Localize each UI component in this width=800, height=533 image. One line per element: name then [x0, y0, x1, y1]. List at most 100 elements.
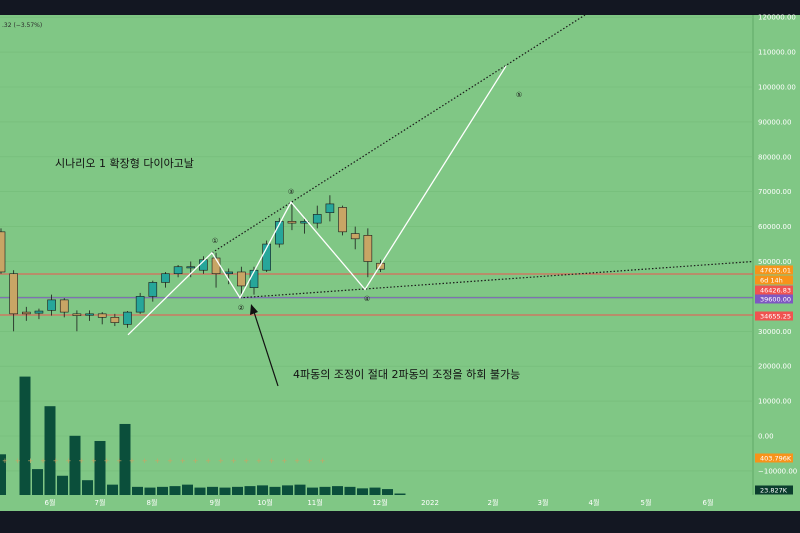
- candle-body: [85, 313, 94, 316]
- y-tick-label: 100000.00: [758, 84, 796, 92]
- plot-area[interactable]: [0, 15, 753, 495]
- time-axis[interactable]: [0, 495, 800, 511]
- trend-lines[interactable]: [211, 14, 754, 299]
- volume-ma-marker: +: [167, 457, 173, 465]
- volume-ma-marker: +: [142, 457, 148, 465]
- candle-body: [287, 221, 297, 224]
- x-tick-label: 9월: [210, 498, 221, 507]
- y-tick-label: 80000.00: [758, 153, 791, 161]
- x-tick-label: 7월: [95, 498, 106, 507]
- candle-body: [135, 296, 145, 313]
- candle-body: [186, 266, 196, 269]
- wave-path[interactable]: [127, 65, 507, 336]
- volume-bar: [144, 487, 156, 495]
- volume-ma-marker: +: [281, 457, 287, 465]
- volume-bar: [107, 484, 118, 495]
- volume-ma-marker: +: [269, 457, 275, 465]
- x-tick-label: 6월: [703, 498, 714, 507]
- volume-ma-marker: +: [205, 457, 211, 465]
- candle-body: [47, 299, 56, 311]
- candle-body: [312, 214, 322, 224]
- upper-trend-line[interactable]: [211, 14, 586, 254]
- annotation-arrowhead: [250, 304, 258, 315]
- volume-bar: [57, 475, 68, 495]
- volume-bar: [257, 485, 268, 495]
- price-label: 23.827K: [760, 487, 788, 495]
- candle-body: [148, 282, 158, 297]
- volume-bar: [332, 486, 343, 495]
- y-tick-label: 10000.00: [758, 398, 791, 406]
- volume-ma-marker: +: [294, 457, 300, 465]
- volume-bar: [307, 487, 318, 495]
- volume-bar: [344, 486, 356, 495]
- candle-body: [224, 271, 233, 275]
- candle-body: [0, 231, 6, 273]
- volume-bar: [182, 484, 193, 495]
- candle-body: [237, 271, 246, 287]
- candle-body: [376, 262, 385, 270]
- volume-bar: [157, 486, 168, 495]
- wave-lines[interactable]: [127, 65, 507, 336]
- candle-body: [350, 233, 360, 240]
- candle-body: [338, 207, 347, 233]
- volume-bar: [357, 488, 368, 495]
- volume-ma-marker: +: [129, 457, 135, 465]
- volume-ma-marker: +: [243, 457, 249, 465]
- volume-bar: [132, 486, 143, 495]
- volume-ma-marker: +: [193, 457, 199, 465]
- candle-body: [262, 243, 271, 271]
- grid: [0, 16, 753, 472]
- volume-bar: [282, 485, 293, 495]
- volume-ma-marker: +: [218, 457, 224, 465]
- price-label-box: [755, 275, 793, 285]
- volume-bar: [269, 486, 281, 495]
- x-tick-label: 8월: [147, 498, 158, 507]
- x-tick-label: 5월: [641, 498, 652, 507]
- wave-label: ⑤: [516, 91, 522, 99]
- price-label: 34655.25: [760, 313, 791, 321]
- volume-ma-marker: +: [320, 457, 326, 465]
- wave-label: ③: [288, 188, 294, 196]
- volume-bar: [169, 486, 181, 495]
- price-label-box: [755, 265, 793, 275]
- y-tick-label: 20000.00: [758, 363, 791, 371]
- volume-bar: [119, 423, 131, 495]
- annotation-note: 4파동의 조정이 절대 2파동의 조정을 하회 불가능: [293, 367, 520, 381]
- y-tick-label: 50000.00: [758, 258, 791, 266]
- x-tick-label: 10월: [257, 498, 272, 507]
- candles: [0, 195, 385, 332]
- price-label: 47635.01: [760, 267, 791, 275]
- candle-body: [363, 235, 373, 262]
- volume-bar: [232, 486, 243, 495]
- volume-bar: [207, 486, 218, 495]
- price-label: 46426.83: [760, 287, 791, 295]
- volume-bar: [82, 480, 93, 495]
- y-tick-label: 30000.00: [758, 328, 791, 336]
- change-text: .32 (−3.57%): [2, 22, 42, 29]
- volume-ma-marker: +: [2, 457, 8, 465]
- y-tick-label: 90000.00: [758, 118, 791, 126]
- volume-ma-marker: +: [66, 457, 72, 465]
- x-tick-label: 12월: [372, 498, 387, 507]
- price-label-box: [755, 285, 793, 295]
- y-axis-ticks: 120000.00 110000.00 100000.00 90000.00 80000…: [758, 14, 797, 476]
- candle-body: [173, 266, 183, 275]
- volume-bar: [382, 489, 393, 495]
- volume-bar: [319, 486, 331, 495]
- volume-bars: [0, 376, 406, 495]
- x-tick-label: 2월: [488, 498, 499, 507]
- volume-bar: [219, 487, 231, 495]
- price-axis[interactable]: [753, 15, 800, 495]
- price-label-box: [755, 485, 793, 495]
- y-tick-label: 0.00: [758, 433, 774, 441]
- y-tick-label: 60000.00: [758, 223, 791, 231]
- price-label: 39600.00: [760, 296, 791, 304]
- x-tick-label: 11월: [307, 498, 322, 507]
- y-tick-label: 110000.00: [758, 49, 796, 57]
- wave-label: ④: [364, 295, 370, 303]
- volume-bar: [294, 484, 306, 495]
- volume-ma-marker: +: [307, 457, 313, 465]
- volume-ma-marker: +: [27, 457, 33, 465]
